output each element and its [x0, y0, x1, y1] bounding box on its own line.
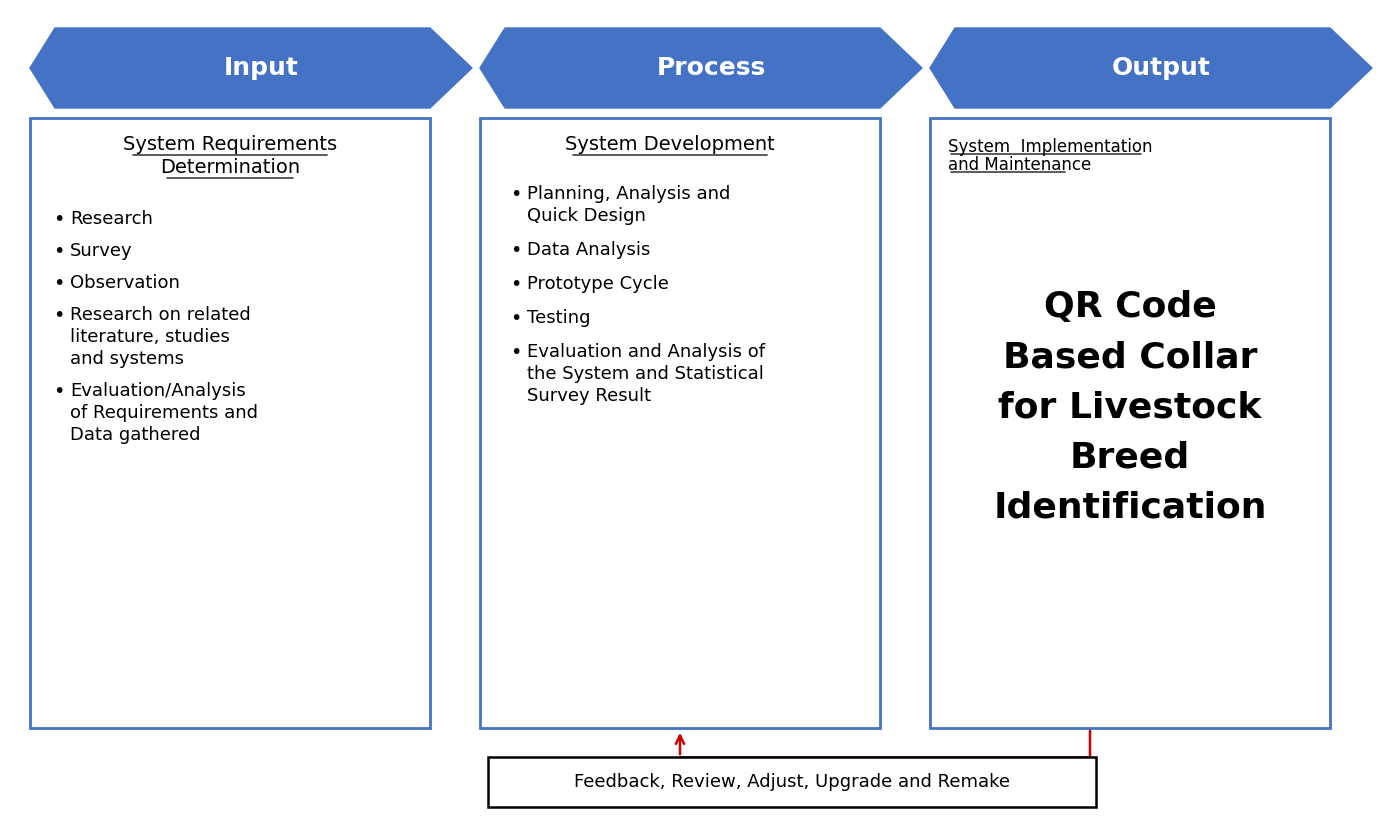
Text: •: •: [510, 241, 521, 260]
Bar: [930, 118, 1330, 728]
Text: System  Implementation: System Implementation: [949, 138, 1153, 156]
Text: •: •: [53, 210, 64, 229]
Text: Evaluation/Analysis: Evaluation/Analysis: [70, 382, 246, 400]
Bar: [488, 757, 1097, 807]
Text: Determination: Determination: [159, 158, 300, 177]
Text: Feedback, Review, Adjust, Upgrade and Remake: Feedback, Review, Adjust, Upgrade and Re…: [574, 773, 1010, 791]
Text: Observation: Observation: [70, 274, 180, 292]
Polygon shape: [481, 28, 922, 108]
Polygon shape: [930, 28, 1372, 108]
Text: •: •: [510, 275, 521, 294]
Text: System Requirements: System Requirements: [123, 135, 337, 154]
Text: Process: Process: [657, 56, 766, 80]
Bar: [29, 118, 430, 728]
Text: Evaluation and Analysis of: Evaluation and Analysis of: [527, 343, 766, 361]
Text: •: •: [510, 343, 521, 362]
Bar: [481, 118, 880, 728]
Text: •: •: [510, 309, 521, 328]
Text: •: •: [53, 382, 64, 401]
Text: Testing: Testing: [527, 309, 591, 327]
Text: •: •: [510, 185, 521, 204]
Text: literature, studies: literature, studies: [70, 328, 231, 346]
Text: •: •: [53, 306, 64, 325]
Polygon shape: [29, 28, 472, 108]
Text: •: •: [53, 274, 64, 293]
Text: the System and Statistical: the System and Statistical: [527, 365, 764, 383]
Text: of Requirements and: of Requirements and: [70, 404, 258, 422]
Text: Survey: Survey: [70, 242, 133, 260]
Text: and Maintenance: and Maintenance: [949, 156, 1091, 174]
Text: System Development: System Development: [566, 135, 775, 154]
Text: QR Code
Based Collar
for Livestock
Breed
Identification: QR Code Based Collar for Livestock Breed…: [993, 290, 1267, 525]
Text: Research: Research: [70, 210, 152, 228]
Text: Data gathered: Data gathered: [70, 426, 201, 444]
Text: Survey Result: Survey Result: [527, 387, 651, 405]
Text: Output: Output: [1112, 56, 1210, 80]
Text: •: •: [53, 242, 64, 261]
Text: Research on related: Research on related: [70, 306, 250, 324]
Text: Planning, Analysis and: Planning, Analysis and: [527, 185, 731, 203]
Text: Quick Design: Quick Design: [527, 207, 645, 225]
Text: Input: Input: [224, 56, 299, 80]
Text: Data Analysis: Data Analysis: [527, 241, 651, 259]
Text: and systems: and systems: [70, 350, 184, 368]
Text: Prototype Cycle: Prototype Cycle: [527, 275, 669, 293]
